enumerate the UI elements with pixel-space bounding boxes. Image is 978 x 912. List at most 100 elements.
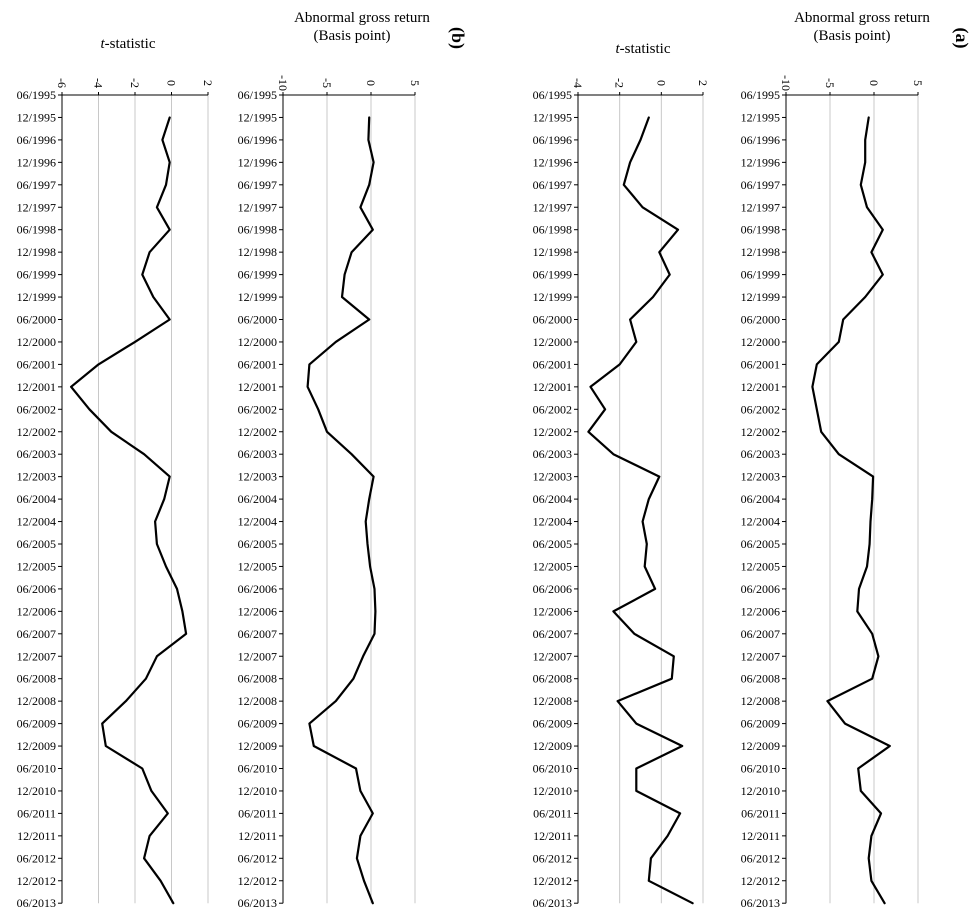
a-tstat-value-tick-label: 2 (696, 80, 710, 86)
b-tstat-date-label: 12/2007 (17, 649, 56, 663)
b-return-date-label: 12/2002 (238, 425, 277, 439)
a-return-date-label: 12/2011 (741, 829, 780, 843)
b-return-date-label: 12/2000 (238, 335, 277, 349)
axes-layer (58, 92, 919, 904)
a-return-date-label: 12/2005 (741, 559, 780, 573)
b-return-value-tick-label: -5 (320, 78, 334, 88)
b-tstat-date-label: 06/2000 (17, 313, 56, 327)
a-tstat-date-label: 06/2006 (533, 582, 572, 596)
a-tstat-date-label: 06/2012 (533, 851, 572, 865)
b-tstat-value-tick-label: 0 (165, 80, 179, 86)
b-return-date-label: 12/1996 (238, 155, 277, 169)
a-tstat-date-label: 06/2013 (533, 896, 572, 910)
a-return-date-label: 12/1997 (741, 200, 780, 214)
b-tstat-series-line (70, 116, 188, 905)
text-layer: t-statistic Abnormal gross return (Basis… (17, 10, 972, 910)
b-return-date-label: 12/2009 (238, 739, 277, 753)
b-tstat-date-label: 12/2002 (17, 425, 56, 439)
b-tstat-date-label: 06/1997 (17, 178, 56, 192)
a-tstat-date-label: 06/2009 (533, 717, 572, 731)
b-tstat-date-label: 12/2003 (17, 470, 56, 484)
a-return-value-tick-label: -5 (823, 78, 837, 88)
a-tstat-date-label: 06/2005 (533, 537, 572, 551)
a-return-date-label: 06/2001 (741, 357, 780, 371)
b-return-date-label: 12/2005 (238, 559, 277, 573)
a-tstat-date-label: 12/2008 (533, 694, 572, 708)
b-return-date-label: 06/1998 (238, 223, 277, 237)
a-tstat-date-label: 12/1998 (533, 245, 572, 259)
a-tstat-value-tick-label: 0 (654, 80, 668, 86)
a-tstat-date-label: 06/1997 (533, 178, 572, 192)
a-return-date-label: 06/1995 (741, 88, 780, 102)
a-tstat-value-tick-label: -2 (613, 78, 627, 88)
b-tstat-date-label: 06/2010 (17, 762, 56, 776)
a-return-date-label: 12/2010 (741, 784, 780, 798)
a-tstat-date-label: 06/1998 (533, 223, 572, 237)
a-return-date-label: 12/1995 (741, 110, 780, 124)
a-return-date-label: 12/2000 (741, 335, 780, 349)
a-return-date-label: 12/2001 (741, 380, 780, 394)
a-return-date-label: 12/1999 (741, 290, 780, 304)
b-tstat-date-label: 12/2006 (17, 604, 56, 618)
b-return-date-label: 06/2007 (238, 627, 277, 641)
b-return-date-label: 06/2003 (238, 447, 277, 461)
a-tstat-date-label: 12/1997 (533, 200, 572, 214)
b-tstat-date-label: 12/2004 (17, 515, 56, 529)
b-return-date-label: 06/1996 (238, 133, 277, 147)
b-return-date-label: 12/1998 (238, 245, 277, 259)
a-tstat-date-label: 12/1996 (533, 155, 572, 169)
a-return-date-label: 06/1997 (741, 178, 780, 192)
b-tstat-date-label: 06/2008 (17, 672, 56, 686)
b-tstat-date-label: 12/1997 (17, 200, 56, 214)
b-return-date-label: 12/2010 (238, 784, 277, 798)
b-tstat-date-label: 12/2009 (17, 739, 56, 753)
a-return-value-tick-label: -10 (779, 75, 793, 91)
a-return-date-label: 06/1998 (741, 223, 780, 237)
a-return-date-label: 06/2013 (741, 896, 780, 910)
grid-layer (98, 95, 919, 904)
b-tstat-date-label: 06/1995 (17, 88, 56, 102)
b-return-value-tick-label: -10 (276, 75, 290, 91)
b-return-date-label: 06/1999 (238, 268, 277, 282)
b-tstat-date-label: 06/1999 (17, 268, 56, 282)
b-tstat-date-label: 06/2011 (17, 806, 56, 820)
a-tstat-date-label: 12/2005 (533, 559, 572, 573)
b-return-date-label: 12/2003 (238, 470, 277, 484)
a-return-date-label: 12/2004 (741, 515, 780, 529)
b-tstat-date-label: 06/2004 (17, 492, 56, 506)
b-tstat-date-label: 06/2012 (17, 851, 56, 865)
b-return-date-label: 12/1995 (238, 110, 277, 124)
a-tstat-date-label: 06/1995 (533, 88, 572, 102)
b-return-date-label: 06/2012 (238, 851, 277, 865)
b-return-date-label: 06/2006 (238, 582, 277, 596)
a-return-date-label: 06/1996 (741, 133, 780, 147)
b-return-date-label: 06/2002 (238, 402, 277, 416)
a-tstat-series-line (587, 116, 694, 905)
a-return-date-label: 12/1996 (741, 155, 780, 169)
b-return-date-label: 12/1997 (238, 200, 277, 214)
a-return-date-label: 12/2007 (741, 649, 780, 663)
b-return-date-label: 06/2008 (238, 672, 277, 686)
a-return-date-label: 06/2008 (741, 672, 780, 686)
b-return-value-tick-label: 0 (364, 80, 378, 86)
b-tstat-date-label: 12/1996 (17, 155, 56, 169)
b-return-date-label: 06/1995 (238, 88, 277, 102)
b-return-value-tick-label: 5 (408, 80, 422, 86)
b-tstat-date-label: 12/2012 (17, 874, 56, 888)
b-return-series-line (306, 116, 377, 905)
b-tstat-value-tick-label: -2 (128, 78, 142, 88)
a-return-date-label: 06/2004 (741, 492, 780, 506)
a-tstat-date-label: 12/2010 (533, 784, 572, 798)
panel-b-label: (b) (447, 27, 468, 49)
b-tstat-date-label: 06/2009 (17, 717, 56, 731)
a-tstat-date-label: 06/2010 (533, 762, 572, 776)
b-tstat-date-label: 12/2001 (17, 380, 56, 394)
a-tstat-date-label: 06/2011 (533, 806, 572, 820)
a-return-date-label: 06/2002 (741, 402, 780, 416)
a-return-date-label: 12/2009 (741, 739, 780, 753)
b-tstat-date-label: 12/1999 (17, 290, 56, 304)
a-return-date-label: 06/2000 (741, 313, 780, 327)
a-return-title-line2: (Basis point) (813, 28, 890, 44)
b-tstat-date-label: 12/2008 (17, 694, 56, 708)
